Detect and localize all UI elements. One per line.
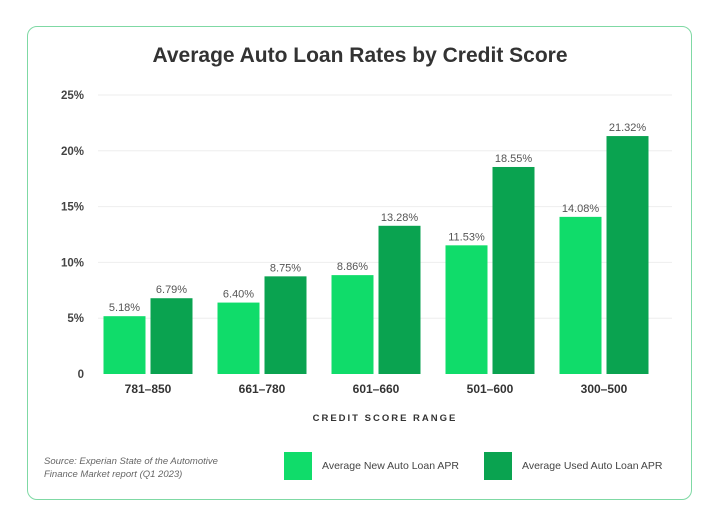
bar bbox=[492, 166, 535, 374]
legend-item-new: Average New Auto Loan APR bbox=[284, 452, 459, 480]
y-tick-label: 25% bbox=[61, 90, 84, 102]
data-label: 14.08% bbox=[562, 203, 600, 215]
chart-title: Average Auto Loan Rates by Credit Score bbox=[152, 44, 568, 67]
bar bbox=[606, 136, 649, 374]
data-label: 18.55% bbox=[495, 153, 533, 165]
data-label: 11.53% bbox=[448, 231, 485, 243]
bar bbox=[445, 245, 488, 374]
x-tick-label: 501–600 bbox=[467, 382, 514, 396]
x-tick-label: 601–660 bbox=[353, 382, 400, 396]
y-tick-label: 15% bbox=[61, 202, 84, 214]
data-label: 6.40% bbox=[223, 289, 254, 301]
data-label: 21.32% bbox=[609, 122, 647, 134]
legend-swatch-used bbox=[484, 452, 512, 480]
data-label: 6.79% bbox=[156, 284, 187, 296]
bar bbox=[559, 216, 602, 374]
y-tick-label: 0 bbox=[78, 369, 84, 381]
data-label: 13.28% bbox=[381, 212, 419, 224]
y-tick-label: 20% bbox=[61, 146, 84, 158]
x-tick-label: 300–500 bbox=[581, 382, 628, 396]
y-tick-label: 10% bbox=[61, 257, 84, 269]
x-axis-title: CREDIT SCORE RANGE bbox=[313, 413, 458, 424]
legend-label-new: Average New Auto Loan APR bbox=[322, 460, 459, 472]
data-label: 8.86% bbox=[337, 261, 368, 273]
x-tick-label: 781–850 bbox=[125, 382, 172, 396]
x-tick-label: 661–780 bbox=[239, 382, 286, 396]
bar bbox=[331, 275, 374, 374]
bar bbox=[264, 276, 307, 374]
legend-label-used: Average Used Auto Loan APR bbox=[522, 460, 663, 472]
bar bbox=[150, 298, 193, 374]
source-note: Source: Experian State of the Automotive… bbox=[44, 456, 218, 480]
bar bbox=[103, 316, 146, 374]
y-tick-label: 5% bbox=[67, 313, 84, 325]
legend-item-used: Average Used Auto Loan APR bbox=[484, 452, 663, 480]
legend-swatch-new bbox=[284, 452, 312, 480]
bar bbox=[217, 302, 260, 374]
data-label: 8.75% bbox=[270, 262, 301, 274]
data-label: 5.18% bbox=[109, 302, 140, 314]
chart-card bbox=[27, 26, 692, 500]
bar bbox=[378, 225, 421, 374]
